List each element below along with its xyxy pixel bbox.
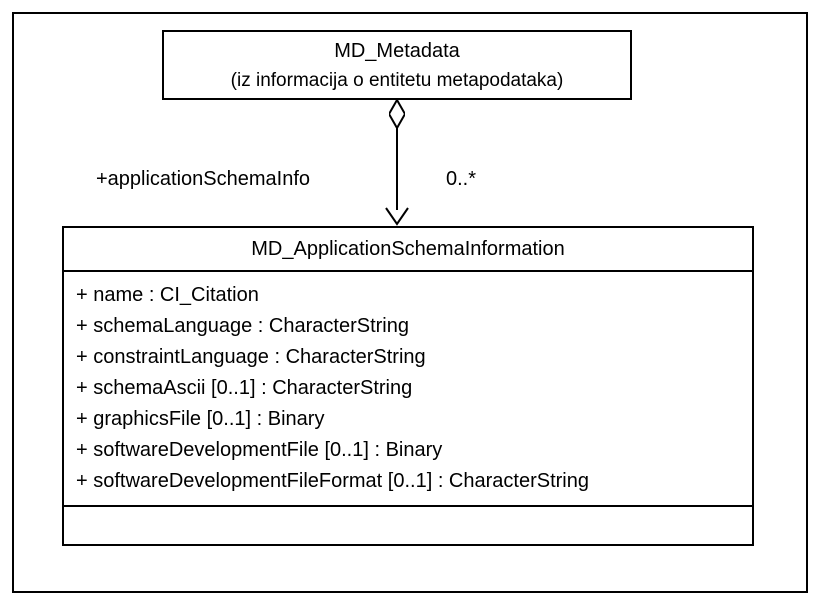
class-operations-section xyxy=(64,505,752,527)
class-attribute: + softwareDevelopmentFileFormat [0..1] :… xyxy=(76,466,740,497)
association-multiplicity-label: 0..* xyxy=(446,168,476,191)
aggregation-diamond-icon xyxy=(389,100,405,128)
class-attribute: + schemaLanguage : CharacterString xyxy=(76,311,740,342)
class-attribute: + graphicsFile [0..1] : Binary xyxy=(76,404,740,435)
association-line xyxy=(396,128,398,210)
class-md-app-schema-info: MD_ApplicationSchemaInformation + name :… xyxy=(62,226,754,546)
association-role-label: +applicationSchemaInfo xyxy=(96,168,310,191)
class-attribute: + schemaAscii [0..1] : CharacterString xyxy=(76,373,740,404)
class-title: MD_Metadata xyxy=(164,32,630,70)
arrowhead-icon xyxy=(384,206,410,224)
class-attribute: + name : CI_Citation xyxy=(76,280,740,311)
class-attribute: + constraintLanguage : CharacterString xyxy=(76,342,740,373)
class-md-metadata: MD_Metadata (iz informacija o entitetu m… xyxy=(162,30,632,100)
class-title: MD_ApplicationSchemaInformation xyxy=(64,228,752,270)
class-attributes-section: + name : CI_Citation + schemaLanguage : … xyxy=(64,270,752,505)
class-subtitle: (iz informacija o entitetu metapodataka) xyxy=(164,70,630,100)
diagram-canvas: MD_Metadata (iz informacija o entitetu m… xyxy=(0,0,820,605)
class-attribute: + softwareDevelopmentFile [0..1] : Binar… xyxy=(76,435,740,466)
